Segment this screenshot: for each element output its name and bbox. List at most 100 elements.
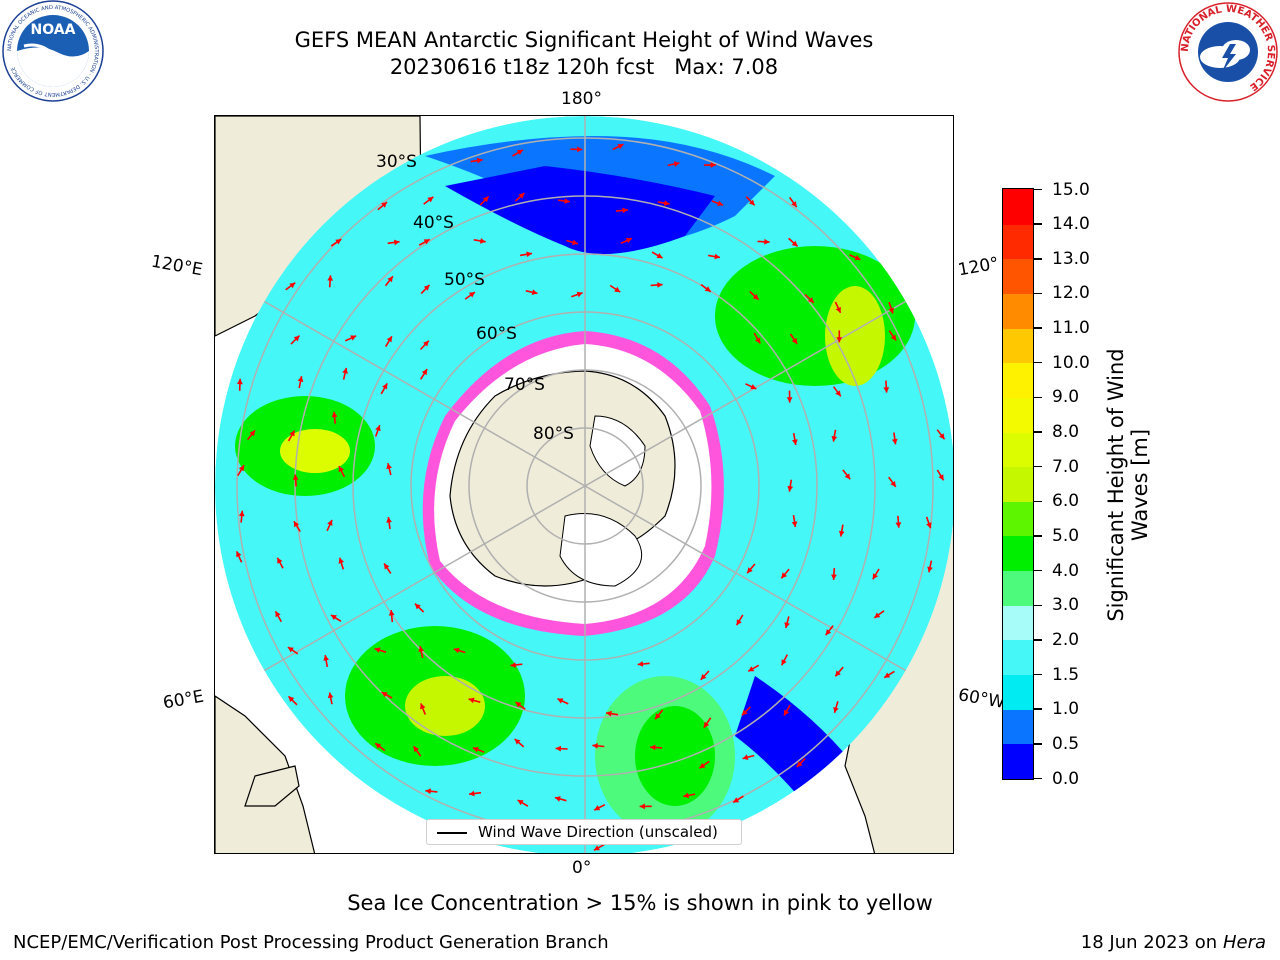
wave-direction-arrowhead [297, 376, 304, 382]
wave-direction-arrowhead [555, 745, 561, 752]
colorbar-tick-label: 0.5 [1052, 733, 1080, 754]
wave-direction-arrowhead [883, 387, 890, 393]
wave-direction-arrowhead [831, 574, 837, 580]
wave-direction-arrowhead [381, 692, 388, 698]
wave-direction-arrowhead [895, 522, 902, 528]
colorbar-label: Significant Height of Wind Waves [m] [1104, 348, 1152, 622]
wave-direction-arrowhead [423, 340, 429, 347]
colorbar-segment [1003, 639, 1033, 676]
wave-direction-arrowhead [394, 239, 400, 246]
wave-direction-arrowhead [781, 659, 787, 666]
wave-direction-arrowhead [423, 239, 430, 245]
colorbar-tick-label: 3.0 [1052, 595, 1080, 616]
colorbar-tick-label: 5.0 [1052, 525, 1080, 546]
colorbar-tick-label: 2.0 [1052, 629, 1080, 650]
wave-direction-arrowhead [700, 674, 707, 680]
wave-direction-arrowhead [423, 284, 430, 291]
wave-direction-arrowhead [415, 603, 421, 610]
graticule [215, 116, 953, 853]
lat-label-70s: 70°S [504, 375, 545, 395]
colorbar-tick [1034, 431, 1042, 433]
wave-direction-arrowhead [420, 703, 426, 710]
ross-ice-shelf [589, 415, 646, 487]
wave-direction-arrowhead [836, 337, 843, 343]
wave-direction-arrowhead [249, 430, 255, 437]
wave-direction-arrowhead [375, 743, 382, 749]
colorbar-tick-label: 9.0 [1052, 387, 1080, 408]
lat-label-40s: 40°S [413, 213, 454, 233]
colorbar-tick [1034, 639, 1042, 641]
colorbar-tick [1034, 777, 1042, 780]
wave-direction-arrowhead [657, 282, 663, 288]
wave-direction-arrowhead [427, 196, 434, 203]
wave-direction-arrowhead [625, 237, 632, 244]
colorbar-tick-label: 15.0 [1052, 179, 1090, 200]
wave-direction-arrowhead [516, 149, 523, 155]
lon-label-120e: 120°E [149, 251, 205, 281]
colorbar-tick-label: 12.0 [1052, 283, 1090, 304]
wave-direction-arrowhead [622, 207, 628, 214]
wave-direction-arrowhead [939, 433, 945, 440]
colorbar-tick [1034, 292, 1042, 295]
wave-direction-arrowhead [510, 662, 516, 668]
colorbar-tick [1034, 500, 1042, 503]
wave-direction-arrowhead [825, 629, 832, 636]
wave-direction-arrowhead [572, 239, 578, 246]
wave-direction-arrowhead [238, 510, 245, 517]
wave-direction-arrowhead [482, 196, 489, 203]
wave-direction-arrowhead [748, 199, 755, 206]
wave-direction-arrowhead [238, 465, 244, 472]
wave-direction-arrowhead [874, 612, 881, 618]
lon-label-120w: 120° [956, 253, 1001, 281]
wave-direction-arrowhead [926, 522, 932, 529]
wave-direction-arrowhead [888, 307, 894, 314]
wave-direction-arrowhead [808, 297, 814, 303]
colorbar-segment [1003, 674, 1033, 710]
wave-direction-arrowhead [374, 647, 381, 653]
wave-direction-arrowhead [748, 666, 755, 672]
wave-direction-arrowhead [872, 573, 878, 580]
wave-direction-arrowhead [614, 286, 621, 293]
wave-direction-arrowhead [237, 378, 243, 385]
colorbar-tick [1034, 396, 1042, 399]
wave-band-peak-sw [405, 676, 485, 736]
wave-direction-arrowhead [733, 797, 740, 803]
wave-direction-arrowhead [710, 162, 716, 168]
colorbar-segment [1003, 224, 1033, 260]
wave-direction-arrowhead [469, 790, 475, 797]
wave-direction-arrowhead [890, 334, 897, 341]
lat-label-60s: 60°S [476, 324, 517, 344]
wave-direction-arrowhead [576, 291, 583, 298]
wave-direction-arrowhead [480, 238, 486, 244]
wave-direction-arrowhead [741, 709, 748, 716]
colorbar-tick-label: 10.0 [1052, 352, 1090, 373]
wave-band-high-east [715, 246, 915, 386]
map-title: GEFS MEAN Antarctic Significant Height o… [294, 28, 874, 52]
wave-direction-arrowhead [704, 286, 711, 292]
colorbar-tick [1034, 569, 1042, 572]
wave-direction-arrowhead [275, 611, 281, 618]
wave-direction-arrowhead [639, 803, 645, 810]
wave-direction-arrowhead [517, 800, 524, 806]
wave-direction-arrowhead [350, 335, 357, 341]
wave-direction-arrowhead [331, 411, 338, 418]
colorbar-tick [1034, 188, 1042, 191]
wave-direction-arrowhead [655, 713, 661, 720]
legend-text: Wind Wave Direction (unscaled) [478, 823, 718, 841]
wave-direction-arrowhead [791, 201, 797, 208]
wave-direction-arrowhead [927, 566, 933, 573]
colorbar-segment [1003, 570, 1033, 606]
noaa-logo-text: NOAA [31, 22, 76, 38]
colorbar-tick-label: 7.0 [1052, 456, 1080, 477]
wave-direction-arrowhead [786, 397, 793, 403]
colorbar-tick [1034, 223, 1042, 225]
stamp-date: 18 Jun 2023 on [1080, 932, 1218, 953]
wave-direction-arrowhead [617, 144, 624, 150]
lon-label-0: 0° [572, 858, 592, 878]
wave-direction-arrowhead [514, 739, 521, 745]
wave-direction-arrowhead [418, 646, 424, 652]
wave-direction-arrowhead [656, 253, 663, 259]
wave-direction-arrowhead [515, 702, 522, 708]
wave-direction-arrowhead [293, 335, 300, 342]
colorbar-tick [1034, 327, 1042, 329]
